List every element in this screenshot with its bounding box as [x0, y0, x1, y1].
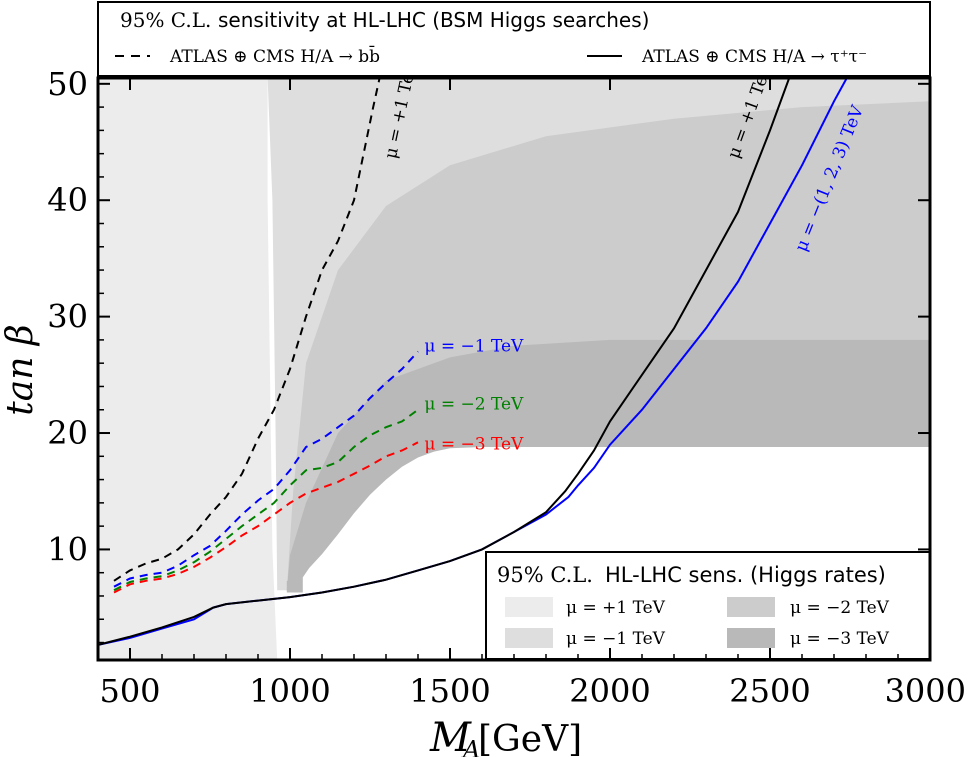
legend-swatch-mu-minus1: [505, 628, 553, 648]
x-axis-label-sub: A: [461, 736, 480, 757]
annotation-3: μ = −3 TeV: [424, 434, 524, 454]
regions-layer: [98, 78, 931, 660]
region-mu-plus1: [98, 78, 930, 660]
ticks-layer: 500 1000 1500 2000 2500 3000 10 20 30 40 50: [47, 65, 966, 710]
lines-layer: [97, 77, 848, 646]
series-line-5: [97, 77, 791, 646]
title-prefix: 95% C.L.: [120, 8, 211, 32]
annotation-2: μ = −2 TeV: [424, 395, 524, 415]
series-line-2: [113, 408, 419, 592]
bottom-legend: 95% C.L. HL-LHC sens. (Higgs rates) μ = …: [485, 551, 931, 660]
annotation-1: μ = −1 TeV: [424, 337, 524, 357]
y-tick-label-0: 10: [47, 530, 88, 568]
legend-swatch-mu-minus3: [727, 628, 775, 648]
legend-label-mu-minus1: μ = −1 TeV: [566, 629, 666, 649]
x-tick-label-1: 1000: [249, 672, 330, 710]
y-tick-label-3: 40: [47, 181, 88, 219]
top-legend-frame: [97, 1, 931, 77]
legend-label-mu-minus2: μ = −2 TeV: [790, 598, 890, 618]
legend-label-tautau: ATLAS ⊕ CMS H/A → τ⁺τ⁻: [641, 47, 867, 67]
x-axis-label-unit: [GeV]: [478, 719, 582, 757]
x-tick-label-2: 1500: [409, 672, 490, 710]
legend-swatch-mu-plus1: [505, 597, 553, 617]
y-tick-label-2: 30: [47, 298, 88, 336]
x-tick-label-4: 2500: [729, 672, 810, 710]
bottom-legend-title: HL-LHC sens. (Higgs rates): [605, 563, 886, 587]
y-tick-label-1: 20: [47, 414, 88, 452]
series-line-0: [113, 77, 381, 582]
x-tick-label-5: 3000: [885, 672, 966, 710]
bottom-legend-prefix: 95% C.L.: [497, 563, 593, 587]
legend-label-mu-plus1: μ = +1 TeV: [566, 598, 666, 618]
series-line-3: [113, 441, 419, 594]
legend-label-mu-minus3: μ = −3 TeV: [790, 629, 890, 649]
legend-label-bb: ATLAS ⊕ CMS H/A → bb̄: [169, 44, 380, 67]
legend-swatch-mu-minus2: [727, 597, 775, 617]
x-tick-label-0: 500: [99, 672, 160, 710]
top-legend: 95% C.L. sensitivity at HL-LHC (BSM Higg…: [97, 1, 931, 77]
y-axis-label: tan β: [0, 324, 41, 415]
x-tick-label-3: 2000: [569, 672, 650, 710]
y-tick-label-4: 50: [47, 65, 88, 103]
chart-title: sensitivity at HL-LHC (BSM Higgs searche…: [218, 8, 649, 32]
x-axis-label-main: M: [429, 715, 472, 757]
